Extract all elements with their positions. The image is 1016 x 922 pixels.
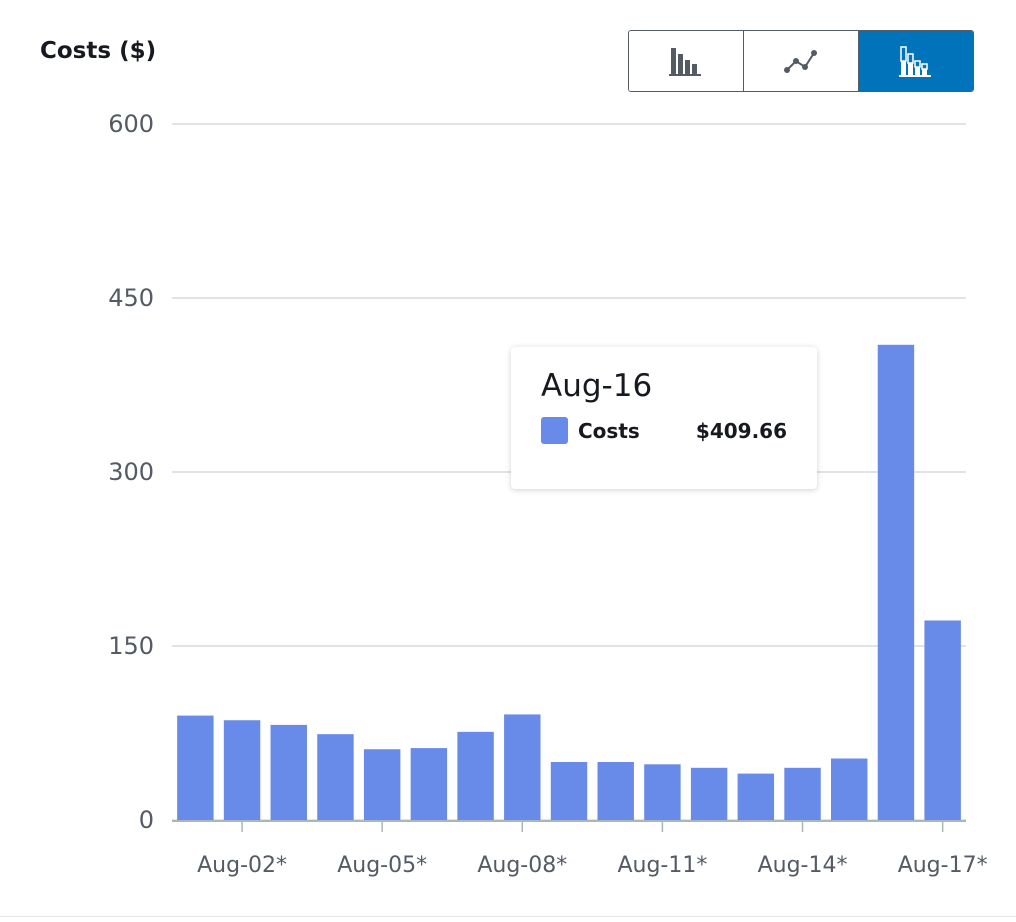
x-tick-label: Aug-02* [197,853,287,878]
x-tick-label: Aug-08* [477,853,567,878]
tooltip-date: Aug-16 [541,368,653,404]
x-tick-label: Aug-14* [758,853,848,878]
chart-type-toggle [628,30,974,92]
bar-aug-04[interactable] [317,734,354,820]
bar-aug-02[interactable] [223,720,261,820]
x-tick-label: Aug-17* [898,853,988,878]
chart-title: Costs ($) [40,38,157,64]
x-tick-label: Aug-05* [337,853,427,878]
bar-aug-01[interactable] [177,715,214,820]
stacked-bar-chart-button[interactable] [859,31,973,91]
bar-aug-09[interactable] [550,762,588,820]
bar-aug-15[interactable] [831,758,868,820]
stacked-bar-chart-icon [899,46,931,77]
tooltip-series-swatch [541,417,568,445]
bar-aug-14[interactable] [784,767,821,820]
y-tick-label: 600 [108,110,154,138]
bar-aug-07[interactable] [457,731,494,820]
y-tick-label: 450 [108,284,154,312]
bar-aug-10[interactable] [597,762,634,820]
bar-aug-17[interactable] [924,620,961,820]
bar-aug-08[interactable] [504,714,541,820]
bar-aug-03[interactable] [270,724,307,820]
y-tick-label: 150 [108,632,154,660]
line-chart-icon [784,50,817,73]
bar-aug-16[interactable] [877,344,915,820]
bar-aug-12[interactable] [690,767,728,820]
chart-tooltip: Aug-16 Costs $409.66 [511,347,817,489]
x-tick-label: Aug-11* [617,853,707,878]
y-tick-label: 300 [108,458,154,486]
bar-aug-05[interactable] [363,749,401,820]
tooltip-row: Costs $409.66 [541,417,787,445]
bar-chart-icon [669,48,701,76]
bar-aug-06[interactable] [410,748,448,820]
tooltip-series-name: Costs [578,418,640,443]
y-tick-label: 0 [139,806,154,834]
tooltip-value: $409.66 [695,418,787,443]
bar-aug-13[interactable] [737,773,775,820]
bottom-divider [0,916,1016,917]
bar-aug-11[interactable] [644,764,681,820]
line-chart-button[interactable] [744,31,859,91]
bar-chart-button[interactable] [629,31,744,91]
